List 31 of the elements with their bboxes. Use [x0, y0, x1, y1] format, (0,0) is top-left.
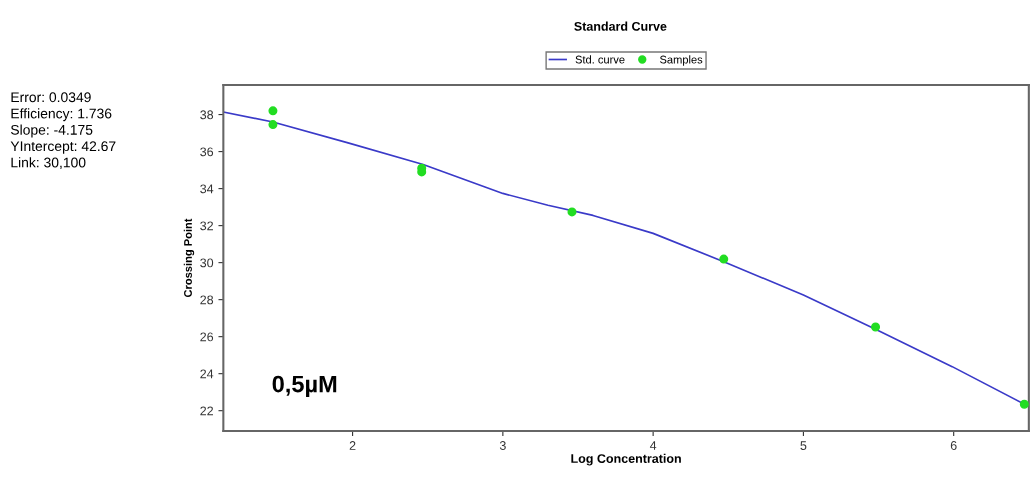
- y-tick-label: 34: [200, 184, 214, 194]
- text: Link: 30,100: [11, 157, 86, 170]
- y-axis-title: Crossing Point: [183, 218, 195, 298]
- x-tick-label: 3: [499, 441, 506, 450]
- y-tick-label: 38: [200, 110, 214, 120]
- y-tick-label: 26: [200, 332, 214, 342]
- point: [268, 106, 278, 116]
- point: [567, 207, 577, 217]
- annotation: 0,5µM: [272, 375, 337, 398]
- x-tick-label: 6: [950, 441, 957, 450]
- y-tick-label: 30: [200, 258, 214, 268]
- x-tick-label: 5: [800, 441, 807, 450]
- point: [871, 322, 881, 332]
- text: YIntercept: 42.67: [10, 141, 116, 154]
- point: [268, 120, 278, 130]
- y-tick-label: 36: [200, 147, 214, 157]
- y-tick-label: 22: [200, 406, 213, 416]
- legend-label: Std. curve: [575, 55, 625, 64]
- y-tick-label: 32: [200, 221, 213, 231]
- point: [719, 254, 729, 264]
- y-tick-label: 28: [200, 295, 214, 305]
- legend-label: Samples: [659, 55, 703, 66]
- x-tick-label: 4: [649, 441, 657, 450]
- point: [1019, 399, 1029, 409]
- text: Slope: -4.175: [10, 124, 93, 138]
- x-tick-label: 2: [349, 441, 356, 450]
- text: Error: 0.0349: [11, 92, 91, 103]
- text: Efficiency: 1.736: [11, 108, 112, 122]
- x-axis-title: Log Concentration: [571, 453, 681, 466]
- chart-title: Standard Curve: [574, 21, 667, 31]
- y-tick-label: 24: [200, 369, 214, 379]
